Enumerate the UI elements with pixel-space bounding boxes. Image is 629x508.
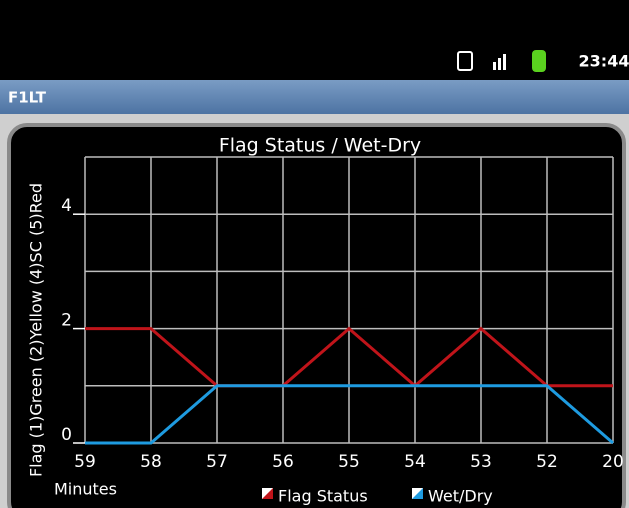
x-tick-label: 58 — [140, 452, 162, 472]
x-tick-label: 52 — [536, 452, 558, 472]
chart-title: Flag Status / Wet-Dry — [219, 135, 421, 157]
battery-icon — [532, 50, 546, 72]
signal-icon — [498, 58, 501, 70]
screen-svg: 23:44 F1LT Flag Status / Wet-Dry 0 2 4 59 58 5… — [0, 0, 629, 508]
x-axis-label: Minutes — [54, 480, 117, 499]
screen: 23:44 F1LT Flag Status / Wet-Dry 0 2 4 59 58 5… — [0, 0, 629, 508]
app-bar — [0, 80, 629, 114]
app-title: F1LT — [8, 89, 47, 107]
x-tick-label: 59 — [74, 452, 96, 472]
x-tick-label: 57 — [206, 452, 228, 472]
x-tick-label: 55 — [338, 452, 360, 472]
legend-label: Flag Status — [278, 487, 368, 506]
status-time: 23:44 — [579, 52, 629, 71]
y-tick-label: 2 — [61, 311, 72, 331]
legend-label: Wet/Dry — [428, 487, 493, 506]
y-tick-label: 0 — [61, 425, 72, 445]
x-tick-label: 56 — [272, 452, 294, 472]
y-axis-label: Flag (1)Green (2)Yellow (4)SC (5)Red — [27, 183, 46, 477]
x-tick-label: 54 — [404, 452, 426, 472]
signal-icon — [493, 62, 496, 70]
signal-icon — [503, 54, 506, 70]
x-tick-label: 53 — [470, 452, 492, 472]
x-tick-label: 20 — [602, 452, 624, 472]
chart-panel — [9, 125, 624, 508]
y-tick-label: 4 — [61, 196, 72, 216]
